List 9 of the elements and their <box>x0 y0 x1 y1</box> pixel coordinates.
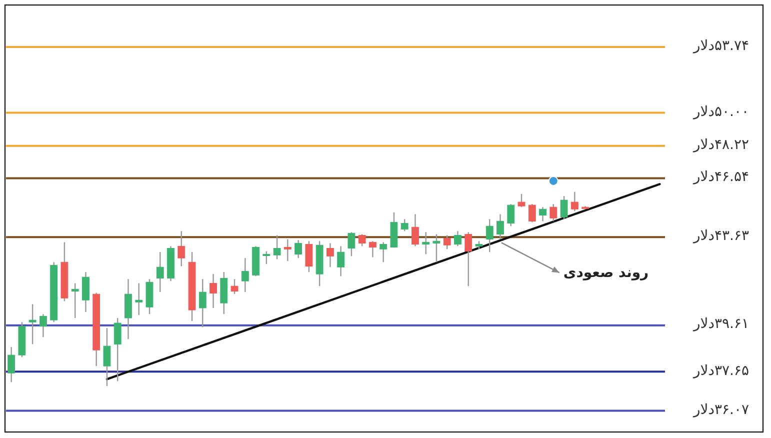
annotation: روند صعودی <box>563 264 649 281</box>
y-tick-label: ۴۸.۲۲دلار <box>692 136 749 153</box>
y-tick-label: ۳۶.۰۷دلار <box>692 402 749 418</box>
y-tick-label: ۴۶.۵۴دلار <box>692 169 749 186</box>
y-tick-label: ۴۳.۶۳دلار <box>692 228 749 244</box>
y-tick-label: ۳۷.۶۵دلار <box>692 362 749 379</box>
y-tick-label: ۳۹.۶۱دلار <box>692 316 749 332</box>
y-tick-label: ۵۰.۰۰دلار <box>692 104 749 120</box>
y-tick-label: ۵۳.۷۴دلار <box>692 38 749 54</box>
